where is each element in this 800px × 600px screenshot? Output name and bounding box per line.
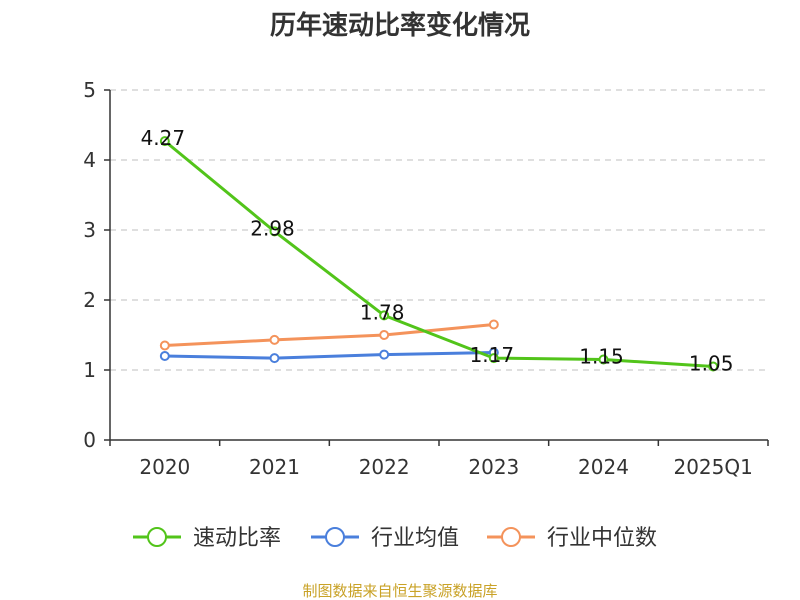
axes: 0 1 2 3 4 5 2020 2021 2022 2023 2024 2025Q1: [83, 78, 769, 479]
legend-label-1: 行业均值: [371, 526, 459, 551]
legend: 速动比率 行业均值 行业中位数: [133, 526, 657, 551]
data-label: 1.15: [579, 345, 624, 369]
data-point: [159, 340, 170, 351]
legend-label-2: 行业中位数: [547, 526, 657, 551]
x-tick-label: 2023: [468, 455, 519, 479]
data-label: 1.05: [689, 352, 734, 376]
legend-marker-0: [147, 527, 167, 547]
y-tick-label: 5: [83, 78, 96, 102]
source-note: 制图数据来自恒生聚源数据库: [302, 582, 497, 600]
series-line-0: [163, 139, 714, 368]
x-tick-label: 2025Q1: [673, 455, 752, 479]
x-tick-label: 2022: [359, 455, 410, 479]
legend-marker-1: [325, 527, 345, 547]
data-point: [379, 349, 390, 360]
y-tick-label: 3: [83, 218, 96, 242]
data-point: [488, 319, 499, 330]
data-point: [379, 310, 390, 321]
data-point: [269, 226, 280, 237]
legend-marker-2: [501, 527, 521, 547]
grid-lines: [110, 89, 768, 371]
data-point: [159, 351, 170, 361]
data-label: 1.17: [470, 343, 515, 367]
x-tick-label: 2024: [578, 455, 629, 479]
y-tick-label: 4: [83, 148, 96, 172]
y-tick-label: 0: [83, 428, 96, 452]
data-point: [488, 353, 499, 364]
series-line-1: [164, 351, 494, 360]
data-labels: 4.27 2.98 1.78 1.17 1.15 1.05: [141, 126, 734, 375]
data-point: [379, 330, 390, 340]
data-point: [269, 353, 280, 364]
legend-label-0: 速动比率: [193, 526, 281, 551]
data-point: [159, 136, 170, 147]
x-tick-label: 2021: [249, 455, 300, 479]
chart-title: 历年速动比率变化情况: [270, 10, 530, 41]
y-tick-label: 2: [83, 288, 96, 312]
data-label: 2.98: [250, 216, 295, 240]
data-point: [708, 361, 719, 372]
series-line-2: [164, 323, 494, 347]
data-label: 1.78: [360, 300, 405, 324]
data-point: [598, 354, 609, 365]
y-tick-label: 1: [83, 358, 96, 382]
series-lines: [159, 136, 719, 372]
x-tick-label: 2020: [139, 455, 190, 479]
data-label: 4.27: [141, 126, 186, 150]
data-point: [269, 334, 280, 345]
